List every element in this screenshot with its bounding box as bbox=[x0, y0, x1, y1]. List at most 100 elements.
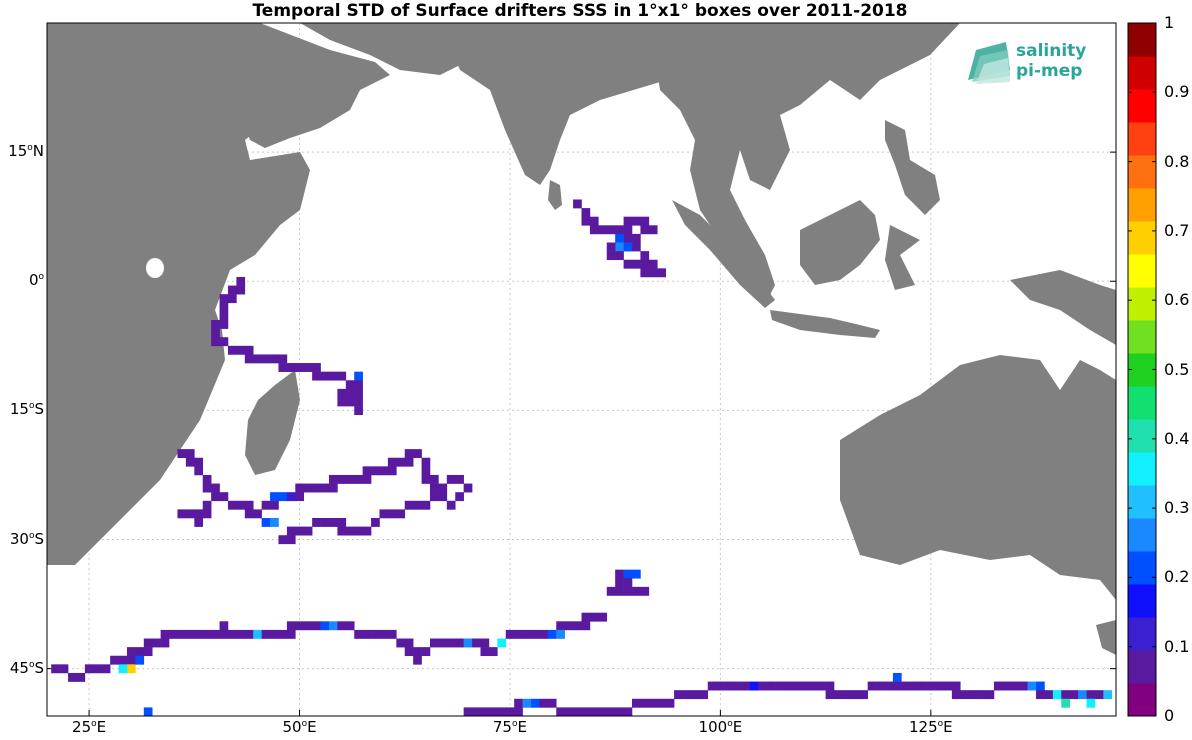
std-cell bbox=[615, 233, 624, 243]
std-cell bbox=[648, 259, 658, 269]
std-cell bbox=[876, 681, 885, 691]
colorbar-tick-label: 0.4 bbox=[1164, 428, 1190, 448]
colorbar-segment bbox=[1128, 56, 1156, 90]
std-cell bbox=[623, 242, 633, 252]
std-cell bbox=[236, 500, 246, 510]
std-cell bbox=[227, 285, 237, 295]
std-cell bbox=[547, 698, 557, 708]
std-cell bbox=[421, 466, 431, 476]
colorbar-segment bbox=[1128, 254, 1156, 288]
std-cell bbox=[446, 500, 456, 510]
std-cell bbox=[354, 397, 363, 407]
lat-tick-label: 0o bbox=[28, 271, 44, 290]
std-cell bbox=[581, 612, 591, 622]
std-cell bbox=[354, 526, 363, 536]
std-cell bbox=[354, 629, 363, 639]
lon-tick-label: 125oE bbox=[908, 718, 953, 736]
std-cell bbox=[219, 621, 229, 631]
std-cell bbox=[581, 707, 591, 716]
std-cell bbox=[505, 629, 515, 639]
colorbar-segment bbox=[1128, 617, 1156, 651]
std-cell bbox=[1010, 681, 1020, 691]
std-cell bbox=[749, 681, 759, 691]
colorbar-tick-label: 0 bbox=[1164, 706, 1175, 725]
std-cell bbox=[598, 707, 608, 716]
std-cell bbox=[194, 457, 204, 467]
land-madagascar bbox=[245, 370, 300, 475]
land-masses bbox=[47, 23, 1116, 655]
std-cell bbox=[993, 681, 1003, 691]
std-cell bbox=[598, 225, 608, 235]
std-cell bbox=[118, 664, 128, 674]
std-cell bbox=[387, 509, 397, 519]
std-cell bbox=[522, 698, 532, 708]
std-cell bbox=[791, 681, 801, 691]
std-cell bbox=[278, 535, 288, 545]
std-cell bbox=[345, 397, 355, 407]
std-cell bbox=[573, 621, 582, 631]
std-cell bbox=[589, 612, 599, 622]
std-cell bbox=[185, 449, 195, 459]
std-cell bbox=[615, 569, 624, 579]
land-philippines bbox=[885, 120, 940, 215]
std-cell bbox=[354, 380, 363, 390]
std-cell bbox=[110, 655, 119, 665]
std-cell bbox=[337, 518, 347, 527]
std-cell bbox=[985, 690, 995, 700]
land-lake-victoria bbox=[146, 258, 164, 278]
std-cell bbox=[690, 690, 700, 700]
std-cell bbox=[261, 500, 271, 510]
colorbar-segment bbox=[1128, 122, 1156, 156]
std-cell bbox=[699, 690, 709, 700]
std-cell bbox=[160, 629, 170, 639]
std-cell bbox=[211, 320, 220, 329]
std-cell bbox=[615, 707, 624, 716]
std-cell bbox=[202, 509, 212, 519]
std-cell bbox=[421, 500, 431, 510]
std-cell bbox=[606, 242, 616, 252]
std-cell bbox=[194, 509, 204, 519]
std-cell bbox=[1027, 681, 1037, 691]
std-cell bbox=[404, 449, 414, 459]
std-cell bbox=[177, 629, 187, 639]
logo-wave-icon bbox=[968, 42, 1010, 84]
std-cell bbox=[337, 371, 347, 381]
std-cell bbox=[286, 629, 296, 639]
std-cell bbox=[219, 629, 229, 639]
std-cell bbox=[270, 629, 279, 639]
std-cell bbox=[657, 268, 666, 278]
std-cell bbox=[632, 259, 641, 269]
std-cell bbox=[960, 690, 969, 700]
lon-tick-label: 25oE bbox=[72, 718, 107, 736]
std-cell bbox=[295, 526, 305, 536]
std-cell bbox=[977, 690, 986, 700]
std-cell bbox=[227, 294, 237, 304]
std-cell bbox=[413, 647, 422, 657]
colorbar-segment bbox=[1128, 353, 1156, 387]
std-cell bbox=[834, 690, 843, 700]
logo-text-pi-mep: pi-mep bbox=[1016, 61, 1083, 81]
std-cell bbox=[143, 707, 153, 716]
std-cell bbox=[362, 474, 372, 484]
std-cell bbox=[632, 586, 641, 596]
std-cell bbox=[472, 638, 481, 648]
std-cell bbox=[640, 216, 650, 226]
colorbar-segment bbox=[1128, 485, 1156, 519]
std-cell bbox=[892, 681, 902, 691]
std-cell bbox=[244, 345, 254, 355]
std-cell bbox=[295, 492, 305, 502]
colorbar-tick-label: 0.9 bbox=[1164, 82, 1190, 102]
std-cell bbox=[724, 681, 734, 691]
std-cell bbox=[438, 492, 448, 502]
std-cell bbox=[219, 294, 229, 304]
std-cell bbox=[404, 638, 414, 648]
std-cell bbox=[303, 621, 313, 631]
std-cell bbox=[194, 518, 204, 527]
std-cell bbox=[455, 492, 464, 502]
std-cell bbox=[76, 672, 86, 682]
std-cell bbox=[286, 363, 296, 372]
std-cell bbox=[581, 208, 591, 217]
std-cell bbox=[219, 337, 229, 347]
std-cell bbox=[135, 655, 145, 665]
std-cell bbox=[185, 629, 195, 639]
